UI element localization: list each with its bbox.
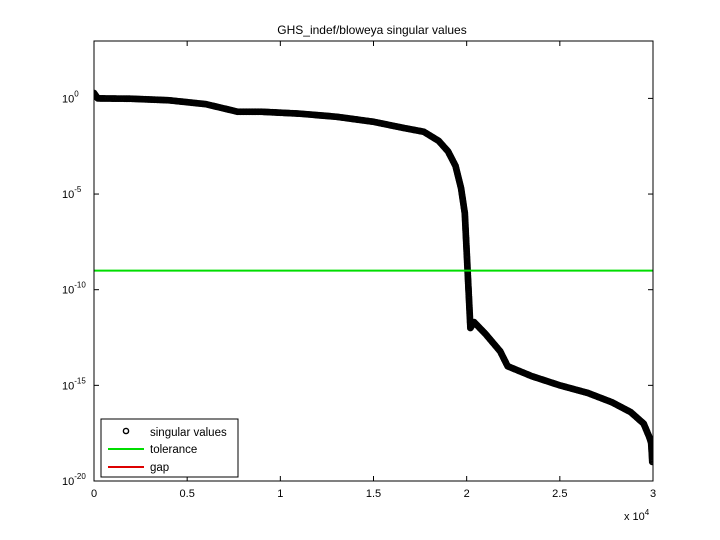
- legend-label-singular-values: singular values: [150, 427, 227, 439]
- x-tick-label: 2.5: [552, 488, 567, 500]
- x-tick-label: 3: [650, 488, 656, 500]
- y-tick-label: 10-20: [62, 472, 86, 488]
- y-tick-label: 10-15: [62, 376, 86, 392]
- singular-value-point: [648, 458, 653, 466]
- legend: singular values tolerance gap: [100, 418, 239, 478]
- y-tick-label: 100: [62, 89, 79, 105]
- x-tick-label: 2: [464, 488, 470, 500]
- x-scale-note: x 104: [624, 508, 650, 523]
- series-layer: [94, 89, 653, 466]
- legend-marker-singular-values: [122, 427, 130, 435]
- x-tick-label: 0.5: [180, 488, 195, 500]
- y-tick-label: 10-10: [62, 281, 86, 297]
- y-axis: 100 10-5 10-10 10-15 10-20: [62, 89, 653, 488]
- x-tick-label: 1.5: [366, 488, 381, 500]
- x-tick-label: 1: [277, 488, 283, 500]
- y-tick-label: 10-5: [62, 185, 82, 201]
- legend-label-gap: gap: [150, 462, 169, 474]
- x-tick-label: 0: [91, 488, 97, 500]
- chart-title: GHS_indef/bloweya singular values: [277, 23, 466, 37]
- x-axis: 0 0.5 1 1.5 2 2.5 3: [91, 41, 656, 500]
- legend-label-tolerance: tolerance: [150, 444, 197, 456]
